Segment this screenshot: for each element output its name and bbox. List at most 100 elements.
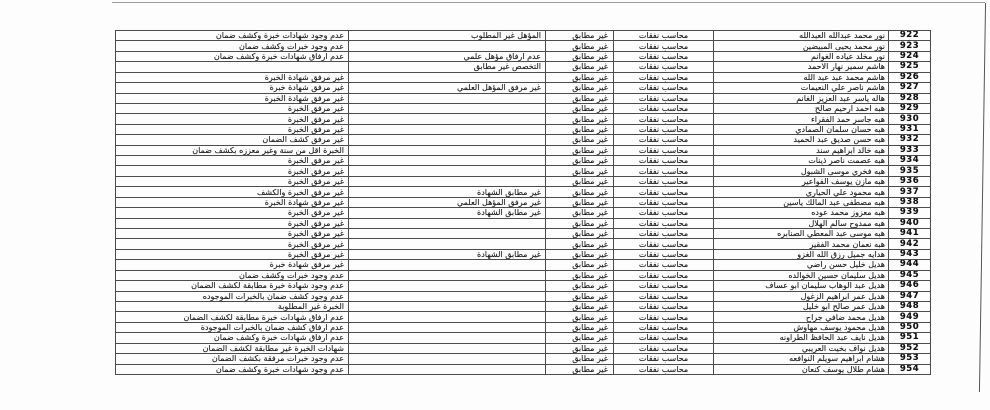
qualification-note-cell — [348, 155, 546, 167]
table-row: 926 هاشم محمد عبد عبد الله محاسب نفقات غير … — [115, 71, 931, 84]
qualification-note-cell: غير مرفق المؤهل العلمي — [348, 82, 546, 94]
table-row: 938 هبه مصطفى عبد المالك ياسين محاسب نفقات… — [115, 196, 931, 209]
qualification-note-cell: غير مطابق الشهادة — [348, 207, 546, 219]
table-row: 934 هبه عصمت ناصر ذينات محاسب نفقات غير مطا… — [115, 155, 931, 167]
job-title-cell: محاسب نفقات — [613, 165, 714, 177]
job-title-cell: محاسب نفقات — [613, 342, 714, 355]
table-row: 936 هبه مازن يوسف الفواعير محاسب نفقات غير … — [115, 175, 931, 188]
qualification-note-cell — [348, 300, 546, 313]
experience-note-cell: عدم ارفاق شهادات خبرة وكشف ضمان — [115, 50, 349, 63]
applicant-name-cell: هبه احمد ارحيم صالح — [713, 102, 889, 115]
row-number-cell: 949 — [888, 311, 931, 323]
qualification-note-cell — [348, 227, 546, 240]
row-number-cell: 925 — [888, 61, 931, 73]
row-number-cell: 950 — [888, 321, 931, 334]
applicant-name-cell: هبه ممدوح سالم الهلال — [713, 217, 889, 230]
experience-note-cell: غير مرفق الخبرة والكشف — [115, 186, 349, 198]
row-number-cell: 927 — [888, 82, 931, 94]
table-row: 935 هبه فخري موسى الشبول محاسب نفقات غير مط… — [115, 165, 931, 177]
table-row: 923 نور محمد يحيى المبيضين محاسب نفقات غير … — [115, 40, 931, 52]
qualification-note-cell: غير مرفق المؤهل العلمي — [348, 196, 546, 209]
qualification-note-cell — [348, 280, 546, 292]
job-title-cell: محاسب نفقات — [613, 311, 714, 323]
qualification-note-cell — [348, 134, 546, 146]
row-number-cell: 937 — [888, 186, 931, 198]
match-status-cell: غير مطابق — [545, 363, 614, 375]
job-title-cell: محاسب نفقات — [613, 175, 714, 188]
match-status-cell: غير مطابق — [545, 311, 614, 323]
match-status-cell: غير مطابق — [545, 332, 614, 344]
qualification-note-cell — [348, 290, 546, 302]
applicant-name-cell: هديل عمر ابراهيم الزغول — [713, 290, 889, 302]
job-title-cell: محاسب نفقات — [613, 40, 714, 52]
match-status-cell: غير مطابق — [545, 321, 614, 334]
experience-note-cell: شهادات الخبرة غير مطابقة لكشف الضمان — [115, 342, 349, 355]
job-title-cell: محاسب نفقات — [613, 300, 714, 313]
row-number-cell: 948 — [888, 300, 931, 313]
qualification-note-cell: المؤهل غير المطلوب — [348, 29, 546, 42]
applicant-name-cell: هبه حسن صديق عبد الحميد — [713, 134, 889, 146]
table-row: 929 هبه احمد ارحيم صالح محاسب نفقات غير مطا… — [115, 102, 931, 115]
match-status-cell: غير مطابق — [545, 342, 614, 355]
job-title-cell: محاسب نفقات — [613, 123, 714, 136]
qualification-note-cell — [348, 217, 546, 230]
match-status-cell: غير مطابق — [545, 227, 614, 240]
applicant-name-cell: هبه فخري موسى الشبول — [713, 165, 889, 177]
job-title-cell: محاسب نفقات — [613, 144, 714, 157]
row-number-cell: 934 — [888, 155, 931, 167]
applicant-name-cell: هديل سليمان حسين الخوالده — [713, 269, 889, 282]
job-title-cell: محاسب نفقات — [613, 321, 714, 334]
job-title-cell: محاسب نفقات — [613, 196, 714, 209]
table-row: 927 هاشم ناصر علي النعيمات محاسب نفقات غير … — [115, 82, 931, 94]
applicant-name-cell: هديل نايف عبد الحافظ الطراونه — [713, 332, 889, 344]
job-title-cell: محاسب نفقات — [613, 71, 714, 84]
qualification-note-cell — [348, 259, 546, 271]
table-body: 922 نور محمد عبدالله العبدالله محاسب نفقات… — [115, 29, 931, 375]
match-status-cell: غير مطابق — [545, 123, 614, 136]
applicant-name-cell: نور محمد يحيى المبيضين — [713, 40, 889, 52]
job-title-cell: محاسب نفقات — [613, 102, 714, 115]
job-title-cell: محاسب نفقات — [613, 186, 714, 198]
experience-note-cell: عدم وجود كشف ضمان بالخبرات الموجوده — [115, 290, 349, 302]
qualification-note-cell — [348, 353, 546, 365]
applicant-name-cell: هديل عمر صالح ابو خليل — [713, 300, 889, 313]
row-number-cell: 933 — [888, 144, 931, 157]
qualification-note-cell — [348, 175, 546, 188]
experience-note-cell: عدم وجود شهادات خبرة وكشف ضمان — [115, 363, 349, 375]
experience-note-cell: غير مرفق الخبرة — [115, 207, 349, 219]
table-row: 940 هبه ممدوح سالم الهلال محاسب نفقات غير م… — [115, 217, 931, 230]
table-row: 951 هديل نايف عبد الحافظ الطراونه محاسب نف… — [115, 332, 931, 344]
match-status-cell: غير مطابق — [545, 259, 614, 271]
match-status-cell: غير مطابق — [545, 144, 614, 157]
row-number-cell: 932 — [888, 134, 931, 146]
experience-note-cell: غير مرفق الخبرة — [115, 123, 349, 136]
applicant-name-cell: نور مخلد عياده الغوانم — [713, 50, 889, 63]
qualification-note-cell: غير مطابق الشهادة — [348, 248, 546, 261]
qualification-note-cell — [348, 144, 546, 157]
table-row: 942 هبه نعمان محمد الفقير محاسب نفقات غير م… — [115, 238, 931, 250]
job-title-cell: محاسب نفقات — [613, 207, 714, 219]
match-status-cell: غير مطابق — [545, 186, 614, 198]
match-status-cell: غير مطابق — [545, 207, 614, 219]
experience-note-cell: غير مرفق الخبرة — [115, 175, 349, 188]
qualification-note-cell — [348, 123, 546, 136]
table-row: 944 هديل خليل حسن راضي محاسب نفقات غير مطاب… — [115, 259, 931, 271]
match-status-cell: غير مطابق — [545, 196, 614, 209]
match-status-cell: غير مطابق — [545, 71, 614, 84]
experience-note-cell: عدم وجود خبرات مرفقة بكشف الضمان — [115, 353, 349, 365]
applicant-name-cell: هبه موسى عبد المعطي الصنابره — [713, 227, 889, 240]
experience-note-cell: غير مرفق كشف الضمان — [115, 134, 349, 146]
match-status-cell: غير مطابق — [545, 290, 614, 302]
applicant-name-cell: هبه محمود علي الحياري — [713, 186, 889, 198]
row-number-cell: 928 — [888, 92, 931, 104]
table-row: 950 هديل محمود يوسف مهاوش محاسب نفقات غير م… — [115, 321, 931, 334]
row-number-cell: 929 — [888, 102, 931, 115]
applicant-name-cell: هاشم محمد عبد عبد الله — [713, 71, 889, 84]
table-row: 939 هبه معزوز محمد عوده محاسب نفقات غير مطا… — [115, 207, 931, 219]
applicant-name-cell: هدايه جميل رزق الله الغزو — [713, 248, 889, 261]
job-title-cell: محاسب نفقات — [613, 280, 714, 292]
table-row: 932 هبه حسن صديق عبد الحميد محاسب نفقات غير… — [115, 134, 931, 146]
experience-note-cell — [115, 61, 349, 73]
experience-note-cell: غير مرفق الخبرة — [115, 248, 349, 261]
qualification-note-cell — [348, 311, 546, 323]
